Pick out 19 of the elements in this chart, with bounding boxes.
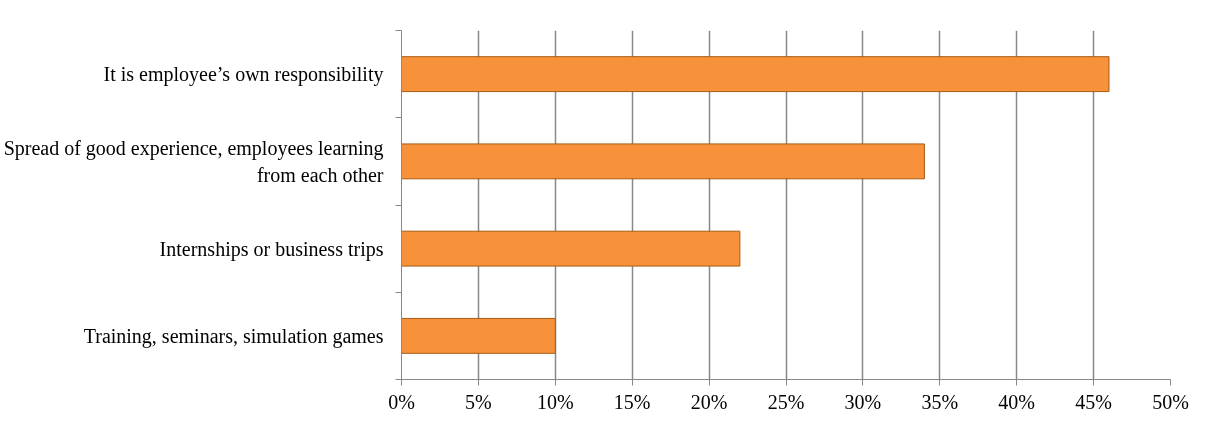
x-tick-label: 50% bbox=[1152, 390, 1189, 413]
x-tick-label: 45% bbox=[1075, 390, 1112, 413]
bar bbox=[401, 143, 925, 180]
bar bbox=[401, 56, 1110, 93]
bar bbox=[401, 230, 741, 267]
y-tick-label: It is employee’s own responsibility bbox=[103, 63, 384, 87]
x-tick-label: 10% bbox=[536, 390, 574, 413]
y-tick-label: Training, seminars, simulation games bbox=[83, 324, 384, 348]
x-tick-label: 25% bbox=[767, 390, 805, 413]
x-tick-label: 30% bbox=[844, 390, 882, 413]
x-tick-label: 5% bbox=[465, 390, 492, 413]
x-tick-label: 20% bbox=[690, 390, 728, 413]
y-tick-label: Internships or business trips bbox=[159, 237, 384, 261]
x-tick-label: 40% bbox=[998, 390, 1036, 413]
y-tick-label: Spread of good experience, employees learning from each other bbox=[3, 137, 384, 186]
x-tick-label: 35% bbox=[921, 390, 959, 413]
bar bbox=[401, 317, 556, 354]
x-tick-label: 0% bbox=[388, 390, 415, 413]
x-tick-label: 15% bbox=[613, 390, 651, 413]
